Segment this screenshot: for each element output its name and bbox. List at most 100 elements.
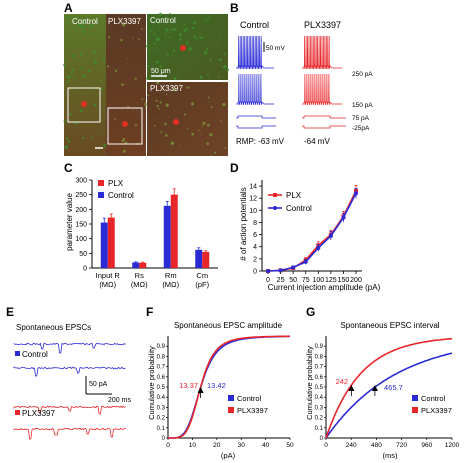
tissue-speckle (114, 70, 118, 73)
tissue-speckle (91, 53, 93, 55)
tissue-speckle (90, 136, 93, 139)
tissue-speckle (156, 81, 160, 85)
tissue-speckle (103, 59, 106, 62)
tissue-speckle (153, 47, 156, 50)
tissue-speckle (173, 88, 176, 92)
micrograph-label-zoom-plx: PLX3397 (150, 84, 183, 93)
tissue-speckle (217, 75, 220, 78)
x-tick-label: 1200 (445, 442, 460, 449)
y-tick-label: 14 (249, 184, 257, 191)
y-tick-label: 0.8 (315, 354, 324, 360)
tissue-speckle (223, 65, 227, 69)
tissue-speckle (89, 25, 92, 28)
tissue-speckle (185, 27, 189, 31)
tissue-speckle (202, 125, 204, 127)
tissue-speckle (153, 33, 156, 36)
panel-letter-b: B (230, 1, 239, 15)
tissue-speckle (159, 65, 162, 68)
line-chart-d: # of action potentials Current injection… (239, 180, 381, 292)
tissue-speckle (66, 15, 69, 19)
y-tick-label: 0.2 (315, 416, 324, 422)
tissue-speckle (159, 12, 162, 16)
legend-label-control: Control (237, 394, 262, 403)
tissue-speckle (121, 139, 124, 143)
x-tick-label: 75 (302, 277, 310, 284)
tissue-speckle (94, 103, 97, 107)
y-tick-label: 0.5 (315, 385, 324, 391)
tissue-speckle (200, 36, 203, 39)
y-tick-label: 0.1 (315, 426, 324, 432)
tissue-speckle (165, 103, 169, 107)
tissue-speckle (156, 37, 161, 41)
tissue-speckle (83, 22, 86, 24)
tissue-speckle (158, 107, 160, 110)
y-tick-label: 0.8 (157, 354, 166, 360)
epsc-title: Spontaneous EPSCs (16, 323, 91, 332)
tissue-speckle (207, 123, 210, 127)
y-tick-label: 0.3 (157, 405, 166, 411)
tissue-speckle (134, 124, 138, 127)
y-tick-label: 50 (79, 251, 87, 258)
tissue-speckle (154, 118, 155, 120)
trace-control-250 (236, 35, 274, 70)
tissue-speckle (201, 60, 203, 62)
tissue-speckle (166, 21, 168, 23)
tissue-speckle (118, 17, 120, 19)
x-tick-label: 150 (338, 277, 350, 284)
tissue-speckle (160, 131, 163, 133)
category-unit: (MΩ) (131, 280, 148, 289)
tissue-speckle (195, 38, 197, 41)
x-tick-label: 0 (266, 277, 270, 284)
legend-swatch-control (15, 351, 20, 356)
micrograph-zoom-control (147, 14, 228, 80)
inset-box-control (67, 87, 101, 123)
tissue-speckle (114, 118, 117, 120)
y-tick-label: 150 (75, 222, 87, 229)
tissue-speckle (219, 120, 222, 123)
tissue-speckle (79, 53, 83, 56)
bar-chart-ylabel: parameter value (65, 193, 74, 251)
category-unit: (pF) (195, 280, 209, 289)
inset-box-plx (107, 107, 143, 145)
tissue-speckle (165, 93, 168, 96)
panel-letter-g: G (306, 305, 315, 319)
tissue-speckle (64, 59, 66, 61)
tissue-speckle (80, 109, 83, 112)
y-tick-label: 0.1 (157, 426, 166, 432)
tissue-speckle (171, 54, 173, 56)
tissue-speckle (80, 25, 85, 29)
tissue-speckle (173, 77, 177, 80)
micrograph-label-zoom-control: Control (150, 16, 176, 25)
tissue-speckle (223, 52, 225, 54)
bar-control (163, 205, 171, 268)
legend-marker-plx (273, 193, 277, 197)
cdf-chart-g: Spontaneous EPSC interval Cumulative pro… (305, 321, 460, 460)
legend-swatch-control (412, 395, 418, 401)
tissue-speckle (222, 102, 226, 107)
tissue-speckle (166, 53, 169, 56)
tissue-speckle (147, 64, 150, 67)
legend-swatch-control (98, 192, 104, 198)
tissue-speckle (214, 151, 217, 154)
epsc-trace-control-2 (13, 366, 126, 377)
x-tick-label: 0 (166, 442, 170, 449)
epsc-label-control: Control (22, 350, 48, 359)
tissue-speckle (207, 17, 210, 20)
data-point-control (291, 265, 296, 270)
legend-swatch-plx (228, 407, 234, 413)
scale-label-200ms: 200 ms (108, 397, 131, 404)
micrograph-zoom-plx (147, 82, 228, 156)
tissue-speckle (165, 134, 168, 137)
line-chart-ylabel: # of action potentials (239, 187, 248, 260)
tissue-speckle (82, 30, 86, 34)
tissue-speckle (170, 28, 174, 32)
tissue-speckle (90, 32, 93, 35)
tissue-speckle (209, 133, 213, 137)
cdf-chart-f: Spontaneous EPSC amplitude Cumulative pr… (147, 321, 294, 460)
rmp-plx: -64 mV (304, 137, 330, 146)
tissue-speckle (199, 45, 202, 48)
panel-letter-f: F (146, 305, 153, 319)
tissue-speckle (144, 102, 148, 106)
tissue-speckle (155, 60, 159, 64)
tissue-speckle (200, 133, 202, 135)
